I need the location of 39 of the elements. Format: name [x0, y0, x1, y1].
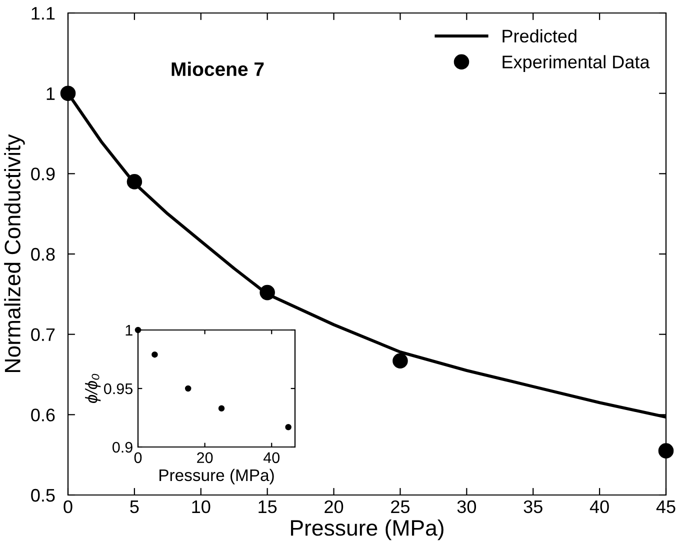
x-axis-title: Pressure (MPa) — [160, 468, 274, 484]
y-tick-label: 0.9 — [112, 442, 132, 453]
y-axis-title: ϕ/ϕ₀ — [85, 374, 101, 404]
point — [218, 405, 225, 412]
y-tick-label: 0.95 — [104, 383, 132, 394]
point — [184, 385, 192, 392]
y-axis-title: Normalized Conductivity — [4, 134, 25, 372]
y-tick-label: 0.6 — [31, 408, 55, 422]
y-tick-label: 1 — [126, 325, 132, 336]
point — [260, 284, 275, 300]
point — [392, 353, 408, 368]
x-tick-label: 15 — [258, 500, 277, 514]
y-tick-label: 0.8 — [31, 248, 55, 261]
y-tick-label: 0.5 — [31, 488, 55, 502]
point — [60, 86, 76, 101]
annotation: Miocene 7 — [172, 62, 264, 76]
point — [152, 351, 158, 358]
point — [126, 174, 142, 190]
x-tick-label: 40 — [590, 500, 609, 514]
x-axis-title: Pressure (MPa) — [291, 519, 444, 540]
x-tick-label: 45 — [656, 500, 676, 514]
legend-label: Predicted — [502, 29, 576, 43]
x-tick-label: 5 — [130, 500, 139, 514]
x-tick-label: 0 — [134, 452, 142, 464]
y-tick-label: 1 — [46, 87, 55, 100]
y-tick-label: 0.7 — [31, 328, 55, 342]
x-tick-label: 0 — [64, 500, 72, 514]
x-tick-label: 25 — [391, 500, 410, 514]
point — [658, 443, 674, 458]
x-tick-label: 35 — [524, 500, 542, 514]
y-tick-label: 1.1 — [32, 7, 55, 20]
x-tick-label: 20 — [197, 452, 213, 464]
legend-label: Experimental Data — [502, 55, 650, 72]
x-tick-label: 40 — [263, 452, 280, 464]
x-tick-label: 20 — [324, 500, 344, 514]
y-tick-label: 0.9 — [31, 168, 55, 180]
point — [285, 424, 292, 430]
x-tick-label: 10 — [192, 500, 210, 514]
x-tick-label: 30 — [457, 500, 476, 514]
